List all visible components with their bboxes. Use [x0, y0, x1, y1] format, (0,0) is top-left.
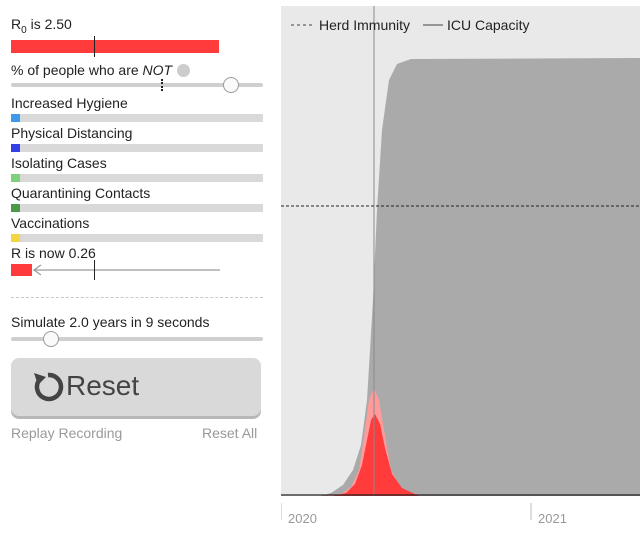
legend-icu-capacity: ICU Capacity [447, 17, 529, 33]
quarantining-label: Quarantining Contacts [11, 185, 151, 201]
not-protected-label: % of people who are NOT [11, 62, 190, 78]
r-now-label: R is now 0.26 [11, 245, 96, 261]
x-tick-label-2020: 2020 [288, 511, 317, 526]
vaccinations-slider[interactable] [11, 234, 263, 242]
legend-herd-immunity: Herd Immunity [319, 17, 410, 33]
reset-all-link[interactable]: Reset All [202, 425, 258, 441]
simulate-label: Simulate 2.0 years in 9 seconds [11, 314, 210, 330]
simulate-slider-track[interactable] [11, 337, 263, 341]
r0-reference-marker [94, 260, 95, 280]
quarantining-slider[interactable] [11, 204, 263, 212]
vaccinations-label: Vaccinations [11, 215, 90, 231]
hygiene-swatch [11, 114, 20, 122]
epidemic-chart: Herd Immunity ICU Capacity 2020 2021 [280, 0, 640, 531]
simulate-slider-thumb[interactable] [43, 331, 59, 347]
reset-button[interactable]: Reset [11, 358, 261, 416]
isolating-label: Isolating Cases [11, 155, 107, 171]
herd-threshold-marker [161, 79, 163, 91]
r-now-bar [11, 264, 32, 276]
quarantining-swatch [11, 204, 20, 212]
hygiene-slider[interactable] [11, 114, 263, 122]
hygiene-label: Increased Hygiene [11, 95, 128, 111]
distancing-slider[interactable] [11, 144, 263, 152]
face-mask-icon [176, 64, 190, 77]
epidemic-chart-svg: Herd Immunity ICU Capacity 2020 2021 [280, 6, 640, 526]
reset-icon [34, 372, 64, 402]
r0-label: R0 is 2.50 [11, 16, 72, 36]
r0-marker [94, 36, 95, 57]
isolating-swatch [11, 174, 20, 182]
distancing-swatch [11, 144, 20, 152]
controls-panel: R0 is 2.50 % of people who are NOT Incre… [0, 0, 281, 531]
not-protected-slider-thumb[interactable] [223, 77, 239, 93]
reset-label: Reset [66, 370, 140, 401]
not-protected-slider-track[interactable] [11, 83, 263, 87]
recovered-area [321, 58, 640, 496]
x-tick-label-2021: 2021 [538, 511, 567, 526]
infected-inner-area [333, 414, 419, 496]
section-divider [11, 297, 263, 298]
distancing-label: Physical Distancing [11, 125, 133, 141]
r0-bar[interactable] [11, 40, 219, 53]
replay-recording-link[interactable]: Replay Recording [11, 425, 123, 441]
r-now-arrow-icon [32, 264, 220, 276]
isolating-slider[interactable] [11, 174, 263, 182]
vaccinations-swatch [11, 234, 20, 242]
